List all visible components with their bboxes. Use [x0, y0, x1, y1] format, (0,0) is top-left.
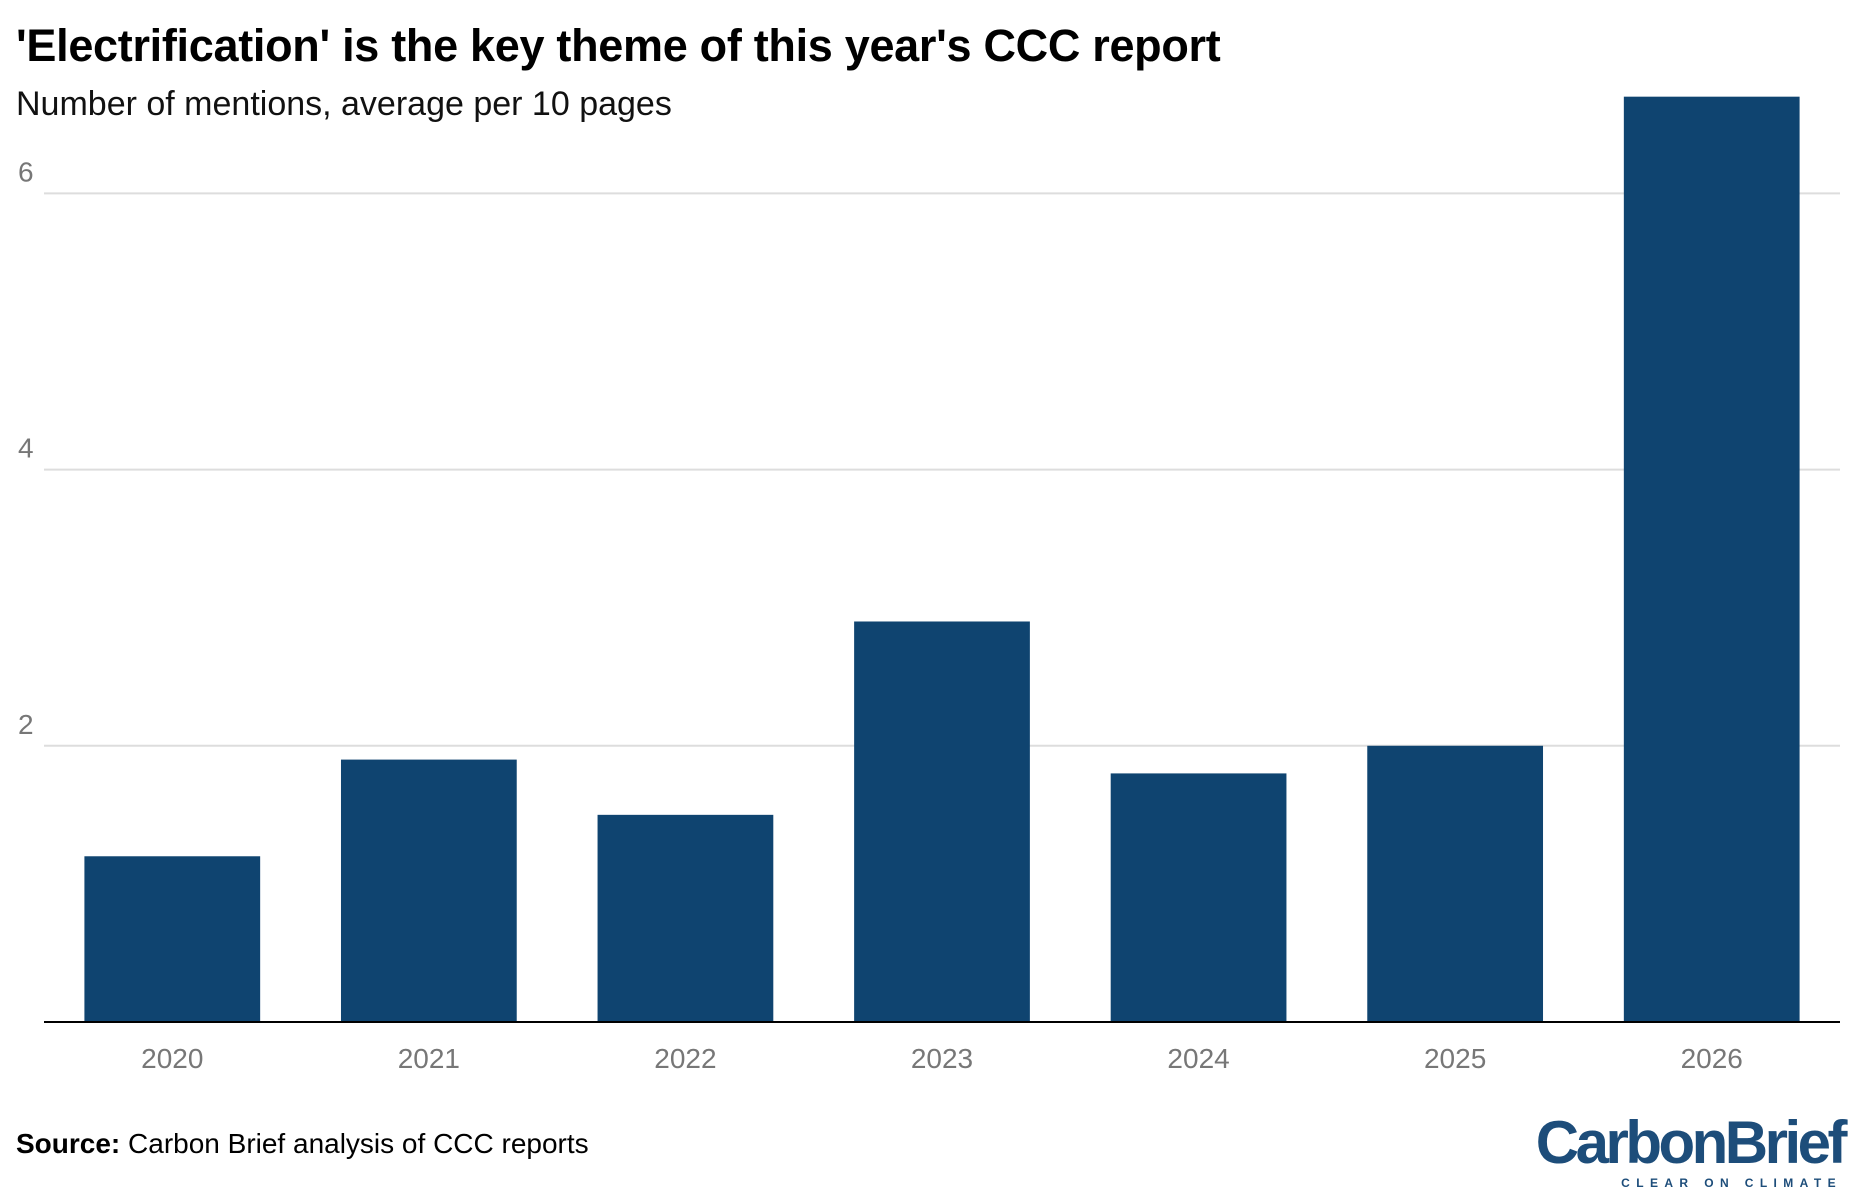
carbon-brief-logo: CarbonBrief CLEAR ON CLIMATE: [1536, 1110, 1848, 1191]
x-axis-ticks: 2020 2021 2022 2023 2024 2025 2026: [141, 1043, 1743, 1074]
bar-2022: [597, 814, 774, 1022]
x-tick-label-2024: 2024: [1167, 1043, 1229, 1074]
bar-2025: [1367, 745, 1544, 1022]
chart-title: 'Electrification' is the key theme of th…: [16, 20, 1221, 71]
y-tick-label-4: 4: [18, 433, 34, 464]
logo-wordmark-part2: Brief: [1724, 1109, 1848, 1176]
x-tick-label-2023: 2023: [911, 1043, 973, 1074]
logo-wordmark: CarbonBrief: [1535, 1109, 1848, 1176]
logo-tagline: CLEAR ON CLIMATE: [1621, 1176, 1842, 1190]
chart-subtitle: Number of mentions, average per 10 pages: [16, 85, 672, 123]
x-tick-label-2021: 2021: [398, 1043, 460, 1074]
bar-2020: [84, 856, 261, 1022]
bar-2023: [854, 621, 1030, 1022]
logo-wordmark-part1: Carbon: [1535, 1109, 1729, 1176]
x-tick-label-2026: 2026: [1681, 1043, 1743, 1074]
bars: [84, 96, 1800, 1023]
source-label: Source:: [16, 1128, 121, 1159]
bar-2024: [1110, 773, 1287, 1022]
x-tick-label-2022: 2022: [654, 1043, 716, 1074]
source-text: Carbon Brief analysis of CCC reports: [120, 1128, 589, 1159]
x-tick-label-2025: 2025: [1424, 1043, 1486, 1074]
bar-2026: [1623, 96, 1800, 1023]
x-tick-label-2020: 2020: [141, 1043, 203, 1074]
bar-2021: [340, 759, 517, 1022]
y-axis-ticks: 2 4 6: [18, 156, 34, 739]
source-note: Source: Carbon Brief analysis of CCC rep…: [16, 1124, 589, 1164]
y-tick-label-2: 2: [18, 709, 34, 740]
bar-chart: 2 4 6 2020 2021 2022 2023 2024 2025 2026: [18, 96, 1840, 1074]
y-tick-label-6: 6: [18, 156, 34, 187]
